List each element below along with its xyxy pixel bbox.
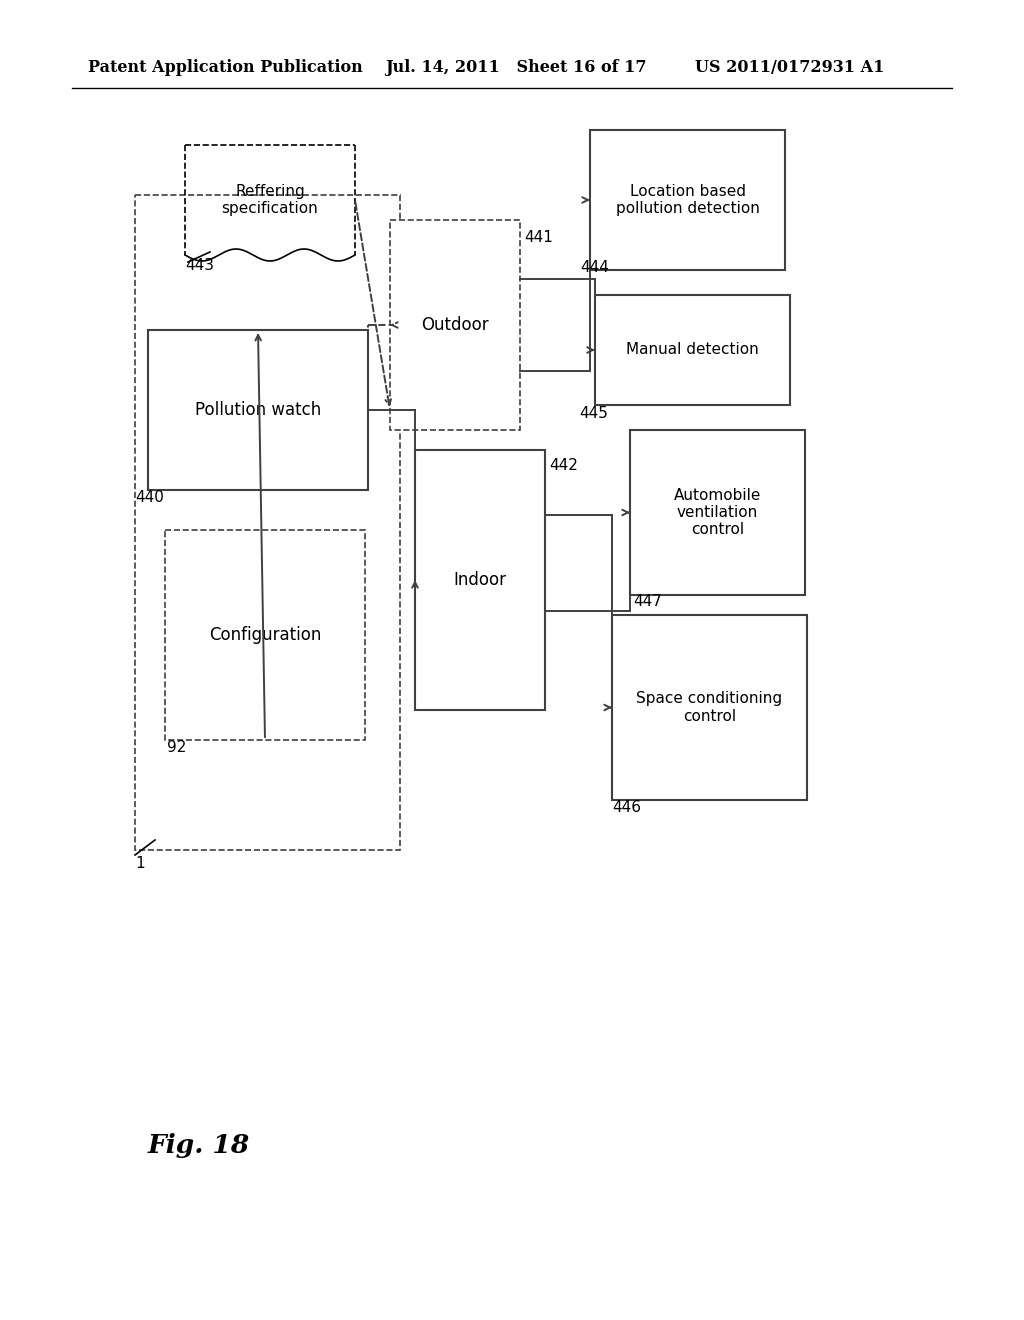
Bar (612, 615, 807, 800)
Bar (415, 450, 545, 710)
Text: Fig. 18: Fig. 18 (148, 1133, 250, 1158)
Bar (630, 430, 805, 595)
Text: US 2011/0172931 A1: US 2011/0172931 A1 (695, 59, 885, 77)
Text: 444: 444 (580, 260, 609, 276)
Text: Location based
pollution detection: Location based pollution detection (615, 183, 760, 216)
Bar (148, 330, 368, 490)
Text: 1: 1 (135, 855, 144, 870)
Text: Manual detection: Manual detection (626, 342, 759, 358)
Text: Indoor: Indoor (454, 572, 507, 589)
Text: Reffering
specification: Reffering specification (221, 183, 318, 216)
Bar (135, 195, 400, 850)
Text: 92: 92 (167, 741, 186, 755)
Text: 443: 443 (185, 257, 214, 272)
Bar (390, 220, 520, 430)
Text: 440: 440 (135, 491, 164, 506)
Text: Space conditioning
control: Space conditioning control (637, 692, 782, 723)
Text: Outdoor: Outdoor (421, 315, 488, 334)
Text: 446: 446 (612, 800, 641, 816)
Text: Jul. 14, 2011   Sheet 16 of 17: Jul. 14, 2011 Sheet 16 of 17 (385, 59, 646, 77)
Text: 442: 442 (549, 458, 578, 473)
Text: 447: 447 (633, 594, 662, 610)
Text: Patent Application Publication: Patent Application Publication (88, 59, 362, 77)
Text: 445: 445 (579, 405, 608, 421)
Text: Configuration: Configuration (209, 626, 322, 644)
Bar (590, 129, 785, 271)
Bar (165, 531, 365, 741)
Bar (595, 294, 790, 405)
Text: Pollution watch: Pollution watch (195, 401, 322, 418)
Text: Automobile
ventilation
control: Automobile ventilation control (674, 487, 761, 537)
Text: 441: 441 (524, 230, 553, 244)
